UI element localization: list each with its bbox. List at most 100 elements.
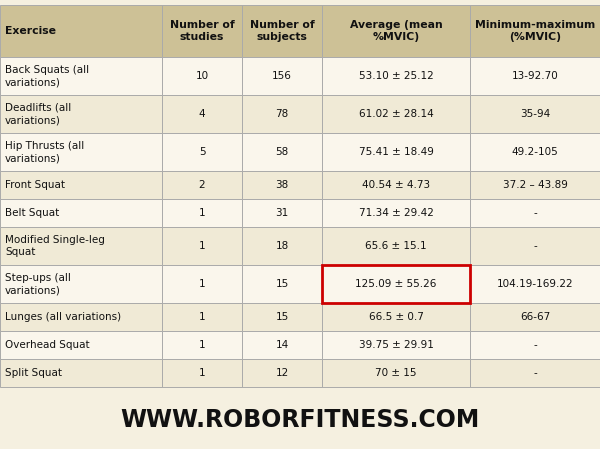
Text: 53.10 ± 25.12: 53.10 ± 25.12 <box>359 71 433 81</box>
Bar <box>470 133 600 171</box>
Text: -: - <box>533 340 537 350</box>
Text: 66.5 ± 0.7: 66.5 ± 0.7 <box>368 312 424 322</box>
Bar <box>322 171 470 199</box>
Text: Split Squat: Split Squat <box>5 368 62 378</box>
Text: 1: 1 <box>199 241 205 251</box>
Text: 61.02 ± 28.14: 61.02 ± 28.14 <box>359 109 433 119</box>
Text: 70 ± 15: 70 ± 15 <box>375 368 417 378</box>
Bar <box>162 227 242 265</box>
Bar <box>322 5 470 57</box>
Bar <box>470 5 600 57</box>
Bar <box>322 303 470 331</box>
Text: Average (mean
%MVIC): Average (mean %MVIC) <box>350 20 442 42</box>
Bar <box>242 303 322 331</box>
Bar <box>242 95 322 133</box>
Bar <box>162 359 242 387</box>
Text: 71.34 ± 29.42: 71.34 ± 29.42 <box>359 208 433 218</box>
Text: -: - <box>533 368 537 378</box>
Text: 1: 1 <box>199 208 205 218</box>
Text: 10: 10 <box>196 71 209 81</box>
Bar <box>0 133 162 171</box>
Bar <box>162 5 242 57</box>
Bar <box>242 265 322 303</box>
Text: 78: 78 <box>275 109 289 119</box>
Text: Front Squat: Front Squat <box>5 180 65 190</box>
Text: Exercise: Exercise <box>5 26 56 36</box>
Bar <box>0 227 162 265</box>
Bar <box>162 171 242 199</box>
Bar <box>242 171 322 199</box>
Text: 156: 156 <box>272 71 292 81</box>
Bar <box>322 133 470 171</box>
Text: Modified Single-leg
Squat: Modified Single-leg Squat <box>5 235 105 257</box>
Bar <box>470 303 600 331</box>
Text: 15: 15 <box>275 279 289 289</box>
Text: 4: 4 <box>199 109 205 119</box>
Bar <box>242 331 322 359</box>
Bar <box>322 227 470 265</box>
Text: Deadlifts (all
variations): Deadlifts (all variations) <box>5 103 71 125</box>
Text: WWW.ROBORFITNESS.COM: WWW.ROBORFITNESS.COM <box>121 408 479 432</box>
Bar <box>322 265 470 303</box>
Bar <box>0 303 162 331</box>
Bar <box>242 199 322 227</box>
Bar <box>0 331 162 359</box>
Bar <box>470 199 600 227</box>
Text: 35-94: 35-94 <box>520 109 550 119</box>
Text: Number of
subjects: Number of subjects <box>250 20 314 42</box>
Text: 40.54 ± 4.73: 40.54 ± 4.73 <box>362 180 430 190</box>
Text: 1: 1 <box>199 312 205 322</box>
Text: Number of
studies: Number of studies <box>170 20 235 42</box>
Text: 13-92.70: 13-92.70 <box>512 71 559 81</box>
Text: Step-ups (all
variations): Step-ups (all variations) <box>5 273 71 295</box>
Text: 12: 12 <box>275 368 289 378</box>
Bar <box>322 199 470 227</box>
Text: 39.75 ± 29.91: 39.75 ± 29.91 <box>359 340 433 350</box>
Bar <box>162 57 242 95</box>
Bar <box>470 265 600 303</box>
Text: Overhead Squat: Overhead Squat <box>5 340 89 350</box>
Text: Belt Squat: Belt Squat <box>5 208 59 218</box>
Text: 2: 2 <box>199 180 205 190</box>
Bar <box>162 199 242 227</box>
Text: 1: 1 <box>199 368 205 378</box>
Bar <box>470 331 600 359</box>
Text: 38: 38 <box>275 180 289 190</box>
Bar <box>0 359 162 387</box>
Bar <box>0 5 162 57</box>
Bar <box>470 359 600 387</box>
Text: Lunges (all variations): Lunges (all variations) <box>5 312 121 322</box>
Bar <box>242 359 322 387</box>
Text: Hip Thrusts (all
variations): Hip Thrusts (all variations) <box>5 141 84 163</box>
Bar <box>242 133 322 171</box>
Bar <box>0 265 162 303</box>
Text: -: - <box>533 241 537 251</box>
Bar <box>470 227 600 265</box>
Bar <box>242 5 322 57</box>
Text: 1: 1 <box>199 279 205 289</box>
Text: 37.2 – 43.89: 37.2 – 43.89 <box>503 180 568 190</box>
Bar <box>0 57 162 95</box>
Text: 18: 18 <box>275 241 289 251</box>
Bar <box>0 171 162 199</box>
Text: 15: 15 <box>275 312 289 322</box>
Bar <box>470 171 600 199</box>
Bar <box>0 95 162 133</box>
Bar <box>322 265 470 303</box>
Text: 66-67: 66-67 <box>520 312 550 322</box>
Text: 65.6 ± 15.1: 65.6 ± 15.1 <box>365 241 427 251</box>
Bar <box>0 199 162 227</box>
Text: 31: 31 <box>275 208 289 218</box>
Text: 1: 1 <box>199 340 205 350</box>
Text: 14: 14 <box>275 340 289 350</box>
Text: 49.2-105: 49.2-105 <box>512 147 559 157</box>
Bar <box>162 331 242 359</box>
Text: Back Squats (all
variations): Back Squats (all variations) <box>5 65 89 87</box>
Bar <box>162 265 242 303</box>
Bar <box>162 133 242 171</box>
Bar <box>242 227 322 265</box>
Bar <box>322 331 470 359</box>
Text: 58: 58 <box>275 147 289 157</box>
Bar <box>242 57 322 95</box>
Text: 75.41 ± 18.49: 75.41 ± 18.49 <box>359 147 433 157</box>
